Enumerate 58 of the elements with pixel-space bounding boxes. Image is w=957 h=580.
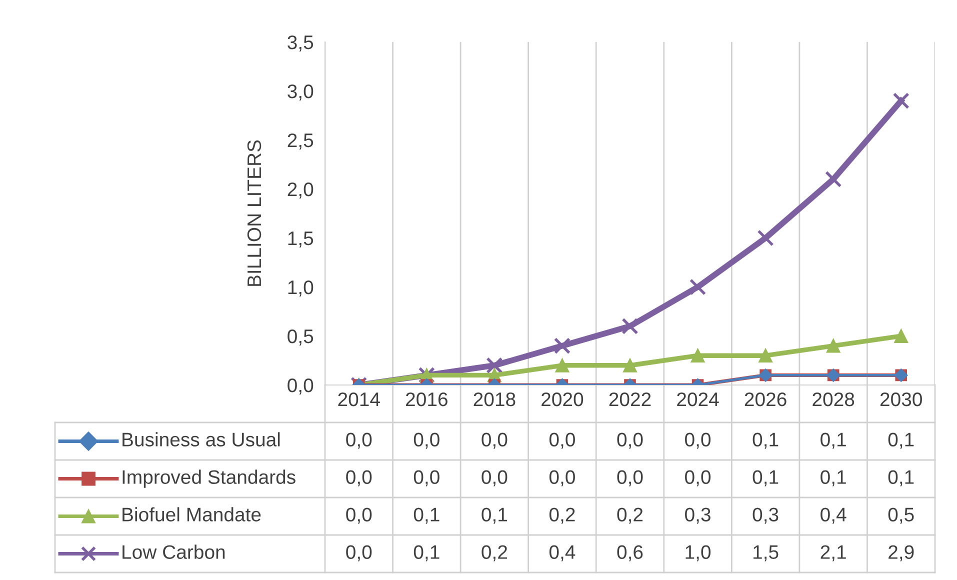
- data-label: 0,0: [685, 432, 711, 449]
- data-label: 0,0: [549, 432, 575, 449]
- data-label: 0,1: [820, 470, 846, 486]
- data-label: 0,1: [414, 545, 440, 562]
- x-tick-label: 2018: [474, 392, 516, 406]
- data-label: 0,0: [685, 470, 711, 486]
- data-label: 0,1: [752, 470, 778, 486]
- data-label: 0,1: [888, 432, 914, 449]
- legend-label: Biofuel Mandate: [122, 507, 261, 522]
- data-label: 0,1: [414, 508, 440, 524]
- y-tick-label: 1,5: [288, 232, 314, 248]
- data-label: 0,0: [414, 470, 440, 486]
- data-label: 0,0: [617, 470, 643, 486]
- y-tick-label: 2,0: [288, 182, 314, 199]
- y-tick-label: 3,5: [288, 35, 314, 52]
- y-axis-title: BILLION LITERS: [247, 140, 262, 286]
- x-tick-label: 2016: [406, 392, 448, 406]
- data-label: 0,0: [346, 470, 372, 486]
- legend-label: Business as Usual: [122, 432, 280, 446]
- data-label: 0,1: [888, 470, 914, 486]
- x-tick-label: 2028: [812, 392, 854, 406]
- data-label: 0,0: [617, 432, 643, 449]
- data-label: 0,3: [752, 508, 778, 524]
- data-label: 0,6: [617, 545, 643, 562]
- y-tick-label: 2,5: [288, 133, 314, 150]
- y-tick-label: 0,5: [288, 329, 314, 346]
- data-label: 0,0: [549, 470, 575, 486]
- data-label: 0,2: [482, 545, 507, 562]
- x-tick-label: 2022: [609, 392, 651, 406]
- data-label: 0,0: [346, 508, 372, 524]
- data-label: 0,1: [820, 432, 846, 449]
- data-label: 2,1: [820, 545, 846, 562]
- y-tick-label: 0,0: [288, 378, 314, 395]
- x-tick-label: 2026: [744, 392, 786, 406]
- legend-label: Low Carbon: [122, 544, 225, 559]
- data-label: 0,2: [617, 508, 643, 524]
- data-label: 0,3: [685, 508, 710, 524]
- y-tick-label: 3,0: [288, 84, 314, 101]
- x-tick-label: 2020: [542, 392, 584, 406]
- data-label: 0,1: [752, 432, 778, 449]
- data-label: 1,0: [686, 545, 711, 562]
- x-tick-label: 2030: [880, 392, 922, 406]
- x-tick-label: 2024: [677, 392, 719, 406]
- data-label: 1,5: [754, 545, 778, 562]
- data-label: 0,2: [549, 508, 575, 524]
- data-label: 0,1: [482, 508, 508, 524]
- data-label: 2,9: [888, 545, 914, 562]
- y-tick-label: 1,0: [288, 280, 314, 297]
- data-label: 0,0: [346, 545, 372, 562]
- x-tick-label: 2014: [338, 392, 380, 406]
- data-label: 0,0: [414, 432, 440, 449]
- data-label: 0,0: [482, 470, 508, 486]
- data-label: 0,4: [549, 545, 576, 562]
- data-label: 0,0: [482, 432, 508, 449]
- legend-label: Improved Standards: [122, 470, 296, 488]
- data-label: 0,4: [820, 508, 846, 524]
- data-label: 0,0: [346, 432, 372, 449]
- data-label: 0,5: [888, 508, 914, 524]
